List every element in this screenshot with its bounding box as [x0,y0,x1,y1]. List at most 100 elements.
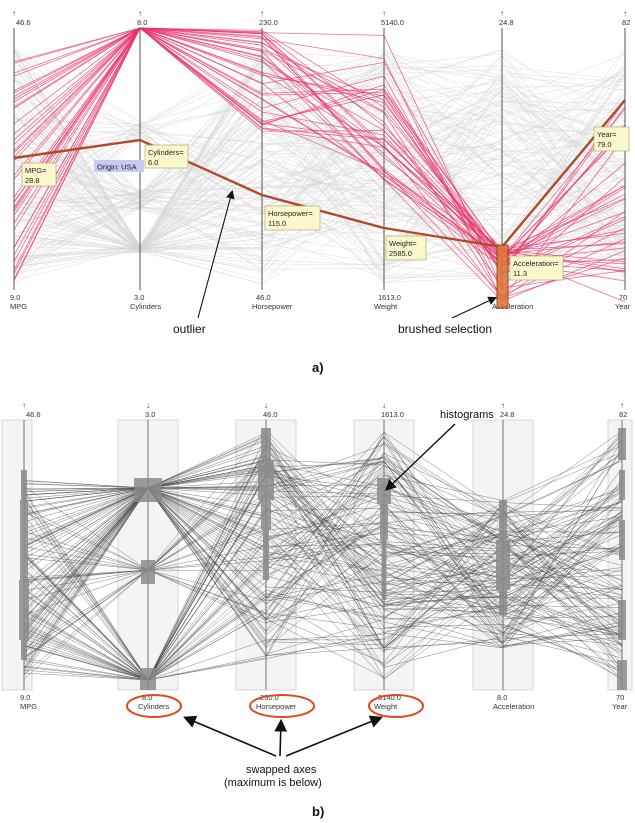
panel-a-axis-acceleration-direction[interactable]: ↑ [500,9,504,18]
panel-b-polyline [23,484,623,638]
background-polyline [13,79,626,237]
tooltip-horsepower-value: 115.0 [268,219,286,228]
panel-b-axis-horsepower-direction[interactable]: ↓ [264,401,268,410]
selected-polyline [13,27,626,300]
background-polyline [13,72,626,250]
panel-b-polyline [23,457,623,649]
panel-b-polyline [23,467,623,659]
selected-polyline [13,27,626,251]
panel-b-axis-mpg-name: MPG [20,702,37,711]
panel-b-polyline [23,431,623,681]
panel-a-axes: ↑46.69.0MPG↑8.03.0Cylinders↑230.046.0Hor… [10,9,631,311]
panel-a-axis-cylinders-name: Cylinders [130,302,162,311]
swapped-arrow-weight [285,715,383,757]
panel-b-axis-horsepower-name: Horsepower [256,702,297,711]
panel-a-axis-cylinders-direction[interactable]: ↑ [138,9,142,18]
panel-a-background-lines [13,48,626,285]
histogram-bar [496,540,510,590]
brush-rectangle[interactable] [496,244,509,309]
panel-b-polyline [23,467,623,634]
background-polyline [13,90,626,252]
panel-a-axis-horsepower-name: Horsepower [252,302,293,311]
panel-b-polyline [23,487,623,641]
panel-b-polyline [23,436,623,653]
panel-b-polyline [23,486,623,664]
panel-a-axis-year-name: Year [615,302,631,311]
background-polyline [13,116,626,267]
panel-b-polyline [23,474,623,665]
panel-a: ↑46.69.0MPG↑8.03.0Cylinders↑230.046.0Hor… [10,9,631,375]
panel-b-polyline [23,473,623,681]
background-polyline [13,101,626,275]
background-polyline [13,108,626,266]
background-polyline [13,56,626,247]
panel-a-axis-year-top-value: 82 [622,18,630,27]
origin-filter-label[interactable]: Origin: USA [94,160,144,172]
tooltip-weight: Weight= 2585.0 [385,235,427,261]
panel-b-polyline [23,460,623,621]
panel-b-axis-weight-direction[interactable]: ↓ [382,401,386,410]
brushed-selection-label: brushed selection [398,322,492,336]
panel-b-polyline [23,531,623,646]
background-polyline [13,66,626,278]
histogram-bar [619,470,625,500]
panel-a-label: a) [312,360,324,375]
panel-b-polyline [23,451,623,646]
panel-b-polyline [23,430,623,633]
panel-b-polyline [23,447,623,681]
background-polyline [13,69,626,215]
panel-a-axis-horsepower-bottom-value: 46.0 [256,293,271,302]
panel-b-axis-horsepower-bottom-value: 230.0 [260,693,279,702]
histogram-bar [617,660,627,690]
background-polyline [13,69,626,204]
panel-b-histograms [19,428,627,690]
panel-a-axis-weight-top-value: 5140.0 [381,18,404,27]
tooltip-acceleration-value: 11.3 [513,269,527,278]
panel-b-polyline [23,483,623,648]
panel-b-polyline [23,518,623,681]
swapped-axes-label: swapped axes [246,764,317,776]
panel-a-axis-mpg-bottom-value: 9.0 [10,293,20,302]
panel-b-polyline [23,509,623,681]
panel-b-polyline [23,457,623,681]
panel-b-axis-year-name: Year [612,702,628,711]
background-polyline [13,108,626,199]
background-polyline [13,121,626,271]
background-polyline [13,79,626,248]
background-polyline [13,66,626,206]
swapped-ring-horsepower [249,694,315,718]
panel-b-polyline [23,435,623,681]
panel-b-axis-year-direction[interactable]: ↑ [620,401,624,410]
panel-b-polyline [23,448,623,681]
panel-a-axis-horsepower-direction[interactable]: ↑ [260,9,264,18]
tooltip-cylinders-name: Cylinders= [148,148,184,157]
background-polyline [13,120,626,221]
background-polyline [13,55,626,268]
background-polyline [13,50,626,257]
panel-b-axis-acceleration-bottom-value: 8.0 [497,693,507,702]
panel-b-axis-horsepower-top-value: 46.0 [263,410,278,419]
panel-b-axis-cylinders-direction[interactable]: ↓ [146,401,150,410]
panel-a-axis-year-direction[interactable]: ↑ [623,9,627,18]
background-polyline [13,57,626,206]
panel-b-axis-weight-top-value: 1613.0 [381,410,404,419]
histogram-bar [618,600,626,640]
histogram-bar [141,560,155,584]
histogram-bar [263,530,269,560]
tooltip-weight-value: 2585.0 [389,249,412,258]
histogram-bar [380,504,388,540]
background-polyline [13,65,626,265]
panel-b-polyline [23,451,623,632]
background-polyline [13,152,626,262]
panel-a-axis-weight-direction[interactable]: ↑ [382,9,386,18]
panel-a-axis-cylinders-top-value: 8.0 [137,18,147,27]
panel-b-axis-mpg-direction[interactable]: ↑ [22,401,26,410]
panel-a-axis-mpg-direction[interactable]: ↑ [12,9,16,18]
panel-b-axis-weight-bottom-value: 5140.0 [378,693,401,702]
panel-b-axis-acceleration-name: Acceleration [493,702,534,711]
panel-b-axis-acceleration-direction[interactable]: ↑ [501,401,505,410]
origin-label-text: Origin: USA [97,163,137,172]
tooltip-year-value: 79.0 [597,140,612,149]
panel-b-polyline [23,547,623,681]
panel-b-label: b) [312,804,324,819]
